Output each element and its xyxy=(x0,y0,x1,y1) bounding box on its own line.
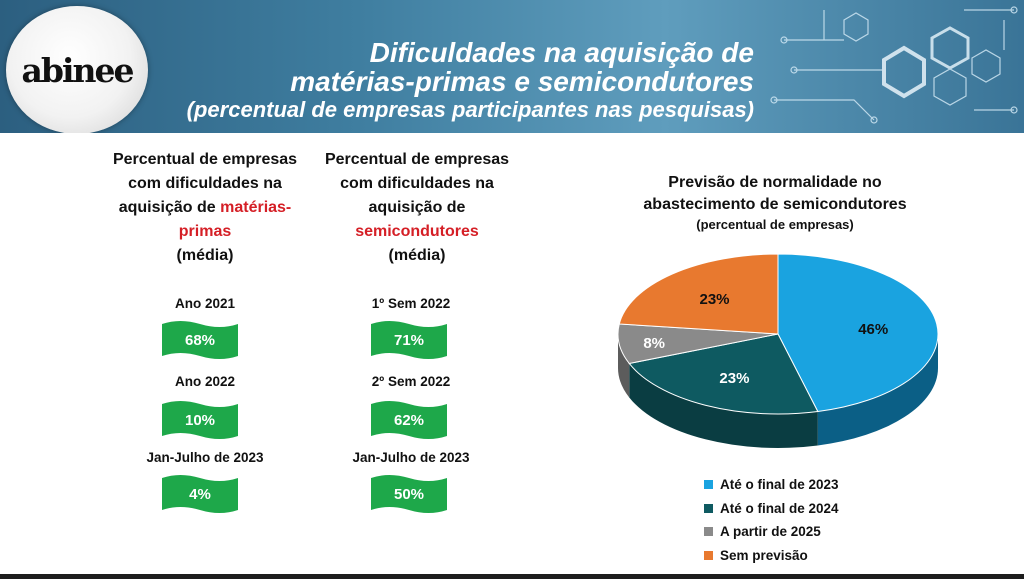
col1-label-3: Jan-Julho de 2023 xyxy=(146,450,264,465)
col1-value-2: 10% xyxy=(184,411,216,429)
col1-label-1: Ano 2021 xyxy=(174,296,236,311)
legend-swatch-1 xyxy=(704,480,713,490)
col1-label-2: Ano 2022 xyxy=(174,374,236,389)
bottom-border xyxy=(0,574,1024,579)
flag-shape xyxy=(162,475,238,513)
legend-swatch-3 xyxy=(704,527,713,537)
col1-title-c-red: matérias- xyxy=(220,199,292,216)
col2-flag-2: 62% xyxy=(369,398,449,442)
col1-title-c-text: aquisição de xyxy=(118,199,221,216)
col2-flag-1: 71% xyxy=(369,318,449,362)
legend-label-3: A partir de 2025 xyxy=(720,524,821,540)
col2-label-1: 1º Sem 2022 xyxy=(371,296,451,311)
legend-label-4: Sem previsão xyxy=(720,547,808,563)
col2-title-b: com dificuldades na xyxy=(340,175,494,192)
pie-slice-4 xyxy=(618,253,779,335)
legend-label-1: Até o final de 2023 xyxy=(720,477,839,493)
pie-label-3: 8% xyxy=(643,335,665,352)
flag-shape xyxy=(371,321,447,359)
col1-flag-2: 10% xyxy=(160,398,240,442)
col1-title-a: Percentual de empresas xyxy=(112,151,298,168)
col2-value-2: 62% xyxy=(393,411,425,429)
title-line-2: matérias-primas e semicondutores xyxy=(290,66,754,98)
pie-title-line-1: Previsão de normalidade no xyxy=(668,174,882,191)
col1-value-3: 4% xyxy=(189,485,211,503)
logo: abinee xyxy=(21,50,135,90)
page-title: Dificuldades na aquisição de matérias-pr… xyxy=(290,38,754,97)
legend-item-2: Até o final de 2024 xyxy=(704,497,839,521)
col1-flag-3: 4% xyxy=(160,472,240,516)
logo-badge: abinee xyxy=(6,6,148,133)
pie-label-4: 23% xyxy=(699,291,729,308)
pie-slice-1 xyxy=(777,253,939,413)
col2-label-2: 2º Sem 2022 xyxy=(371,374,451,389)
flag-shape xyxy=(162,401,238,439)
pie-side-2 xyxy=(629,363,818,448)
legend-swatch-4 xyxy=(704,550,713,560)
col1-title-e: (média) xyxy=(176,247,234,264)
col2-label-3: Jan-Julho de 2023 xyxy=(352,450,470,465)
col2-flag-3: 50% xyxy=(369,472,449,516)
flag-shape xyxy=(162,321,238,359)
flag-shape xyxy=(371,401,447,439)
page-subtitle: (percentual de empresas participantes na… xyxy=(186,97,754,122)
col1-title: Percentual de empresas com dificuldades … xyxy=(85,148,325,268)
col2-value-1: 71% xyxy=(393,331,425,349)
legend-swatch-2 xyxy=(704,503,713,513)
flag-shape xyxy=(371,475,447,513)
legend-item-3: A partir de 2025 xyxy=(704,520,839,544)
col2-title-c: aquisição de xyxy=(368,199,466,216)
circuit-decoration xyxy=(770,6,1018,124)
col2-title-e: (média) xyxy=(388,247,446,264)
pie-title-line-2: abastecimento de semicondutores xyxy=(643,196,907,213)
pie-side-1 xyxy=(817,334,938,446)
col2-title-d: semicondutores xyxy=(355,223,479,240)
col2-value-3: 50% xyxy=(393,485,425,503)
col1-flag-1: 68% xyxy=(160,318,240,362)
legend-item-4: Sem previsão xyxy=(704,544,839,568)
pie-title: Previsão de normalidade no abastecimento… xyxy=(610,172,940,216)
pie-label-2: 23% xyxy=(719,370,749,387)
pie-label-1: 46% xyxy=(858,321,888,338)
legend-label-2: Até o final de 2024 xyxy=(720,500,839,516)
legend-item-1: Até o final de 2023 xyxy=(704,473,839,497)
header-banner: abinee Dificuldades na aquisição de maté… xyxy=(0,0,1024,133)
title-line-1: Dificuldades na aquisição de xyxy=(369,37,754,68)
pie-legend: Até o final de 2023 Até o final de 2024 … xyxy=(704,473,839,567)
col1-title-c: aquisição de matérias- xyxy=(85,196,325,220)
col1-value-1: 68% xyxy=(184,331,216,349)
pie-subtitle: (percentual de empresas) xyxy=(696,217,854,232)
col1-title-d: primas xyxy=(178,223,232,240)
col2-title: Percentual de empresas com dificuldades … xyxy=(297,148,537,268)
pie-chart: 46% 23% 8% 23% xyxy=(617,253,939,448)
pie-slice-2 xyxy=(628,333,819,415)
col2-title-a: Percentual de empresas xyxy=(324,151,510,168)
col1-title-b: com dificuldades na xyxy=(128,175,282,192)
